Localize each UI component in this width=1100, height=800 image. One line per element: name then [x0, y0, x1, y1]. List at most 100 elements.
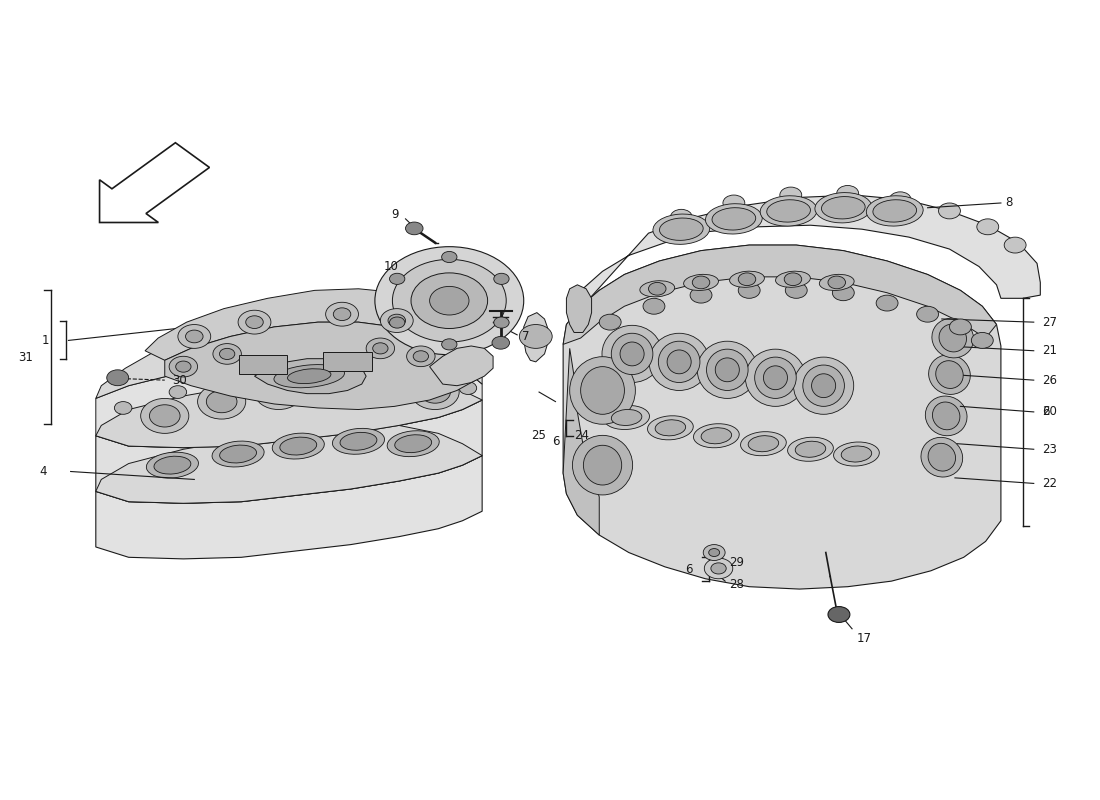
Circle shape	[178, 325, 211, 348]
Circle shape	[389, 317, 405, 328]
Ellipse shape	[746, 349, 805, 406]
Circle shape	[600, 314, 621, 330]
Circle shape	[494, 274, 509, 285]
Polygon shape	[145, 289, 484, 360]
Circle shape	[441, 251, 456, 262]
Text: 28: 28	[729, 578, 745, 591]
Circle shape	[254, 374, 303, 410]
Ellipse shape	[820, 274, 855, 290]
Circle shape	[220, 348, 234, 359]
Ellipse shape	[340, 432, 377, 450]
Circle shape	[389, 274, 405, 285]
Ellipse shape	[572, 435, 632, 495]
Circle shape	[388, 314, 406, 327]
Ellipse shape	[921, 438, 962, 477]
Polygon shape	[239, 354, 287, 374]
Ellipse shape	[834, 442, 879, 466]
Polygon shape	[96, 350, 482, 448]
Ellipse shape	[583, 446, 621, 485]
Circle shape	[411, 273, 487, 329]
Circle shape	[150, 405, 180, 427]
Circle shape	[977, 219, 999, 234]
Ellipse shape	[812, 374, 836, 398]
Circle shape	[386, 363, 404, 376]
Circle shape	[263, 381, 294, 403]
Ellipse shape	[705, 204, 762, 234]
Ellipse shape	[612, 410, 642, 426]
Text: 6: 6	[552, 435, 560, 448]
Ellipse shape	[925, 396, 967, 436]
Circle shape	[411, 374, 459, 410]
Text: 20: 20	[1043, 406, 1057, 418]
Ellipse shape	[803, 365, 845, 406]
Ellipse shape	[287, 369, 331, 383]
Ellipse shape	[274, 365, 344, 388]
Circle shape	[333, 308, 351, 321]
Ellipse shape	[928, 443, 956, 471]
Circle shape	[785, 282, 807, 298]
Polygon shape	[563, 348, 600, 535]
Circle shape	[708, 549, 719, 557]
Ellipse shape	[581, 366, 625, 414]
Ellipse shape	[640, 281, 674, 297]
Circle shape	[375, 246, 524, 354]
Text: 22: 22	[1043, 477, 1057, 490]
Polygon shape	[165, 322, 482, 410]
Polygon shape	[96, 372, 482, 448]
Circle shape	[406, 222, 424, 234]
Text: 31: 31	[19, 350, 33, 363]
Ellipse shape	[788, 438, 834, 462]
Circle shape	[1004, 237, 1026, 253]
Ellipse shape	[658, 342, 700, 382]
Circle shape	[780, 187, 802, 203]
Circle shape	[333, 362, 351, 374]
Circle shape	[245, 316, 263, 329]
Ellipse shape	[570, 357, 636, 424]
Circle shape	[833, 285, 855, 301]
Circle shape	[213, 343, 241, 364]
Ellipse shape	[715, 358, 739, 382]
Ellipse shape	[706, 349, 748, 390]
Polygon shape	[96, 456, 482, 559]
Circle shape	[278, 366, 296, 379]
Circle shape	[238, 310, 271, 334]
Text: 17: 17	[857, 632, 871, 645]
Ellipse shape	[763, 366, 788, 390]
Polygon shape	[96, 298, 484, 398]
Ellipse shape	[842, 446, 871, 462]
Ellipse shape	[620, 342, 645, 366]
Text: 8: 8	[1005, 197, 1013, 210]
Circle shape	[326, 302, 359, 326]
Circle shape	[519, 325, 552, 348]
Ellipse shape	[212, 441, 264, 467]
Ellipse shape	[697, 342, 758, 398]
Ellipse shape	[279, 437, 317, 455]
Text: 7: 7	[521, 330, 529, 343]
Text: 29: 29	[729, 556, 745, 570]
Circle shape	[169, 356, 198, 377]
Ellipse shape	[740, 432, 786, 456]
Text: 9: 9	[392, 208, 399, 221]
Circle shape	[373, 374, 404, 397]
Ellipse shape	[272, 433, 324, 459]
Ellipse shape	[712, 208, 756, 230]
Ellipse shape	[795, 442, 826, 458]
Text: 23: 23	[1043, 442, 1057, 456]
Ellipse shape	[154, 456, 191, 474]
Circle shape	[381, 309, 414, 333]
Circle shape	[784, 273, 802, 286]
Circle shape	[441, 339, 456, 350]
Circle shape	[670, 210, 692, 226]
Text: 6: 6	[685, 562, 692, 576]
Ellipse shape	[767, 200, 811, 222]
Ellipse shape	[693, 424, 739, 448]
Polygon shape	[563, 245, 1001, 589]
Circle shape	[690, 287, 712, 303]
Circle shape	[971, 333, 993, 348]
Ellipse shape	[146, 452, 198, 478]
Circle shape	[176, 361, 191, 372]
Circle shape	[407, 346, 436, 366]
Text: 30: 30	[173, 374, 187, 386]
Ellipse shape	[387, 430, 439, 457]
Circle shape	[364, 368, 412, 403]
